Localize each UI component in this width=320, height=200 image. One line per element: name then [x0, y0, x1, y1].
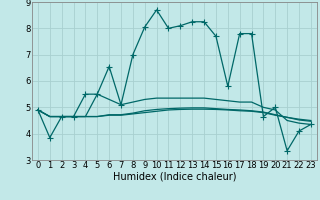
X-axis label: Humidex (Indice chaleur): Humidex (Indice chaleur): [113, 172, 236, 182]
